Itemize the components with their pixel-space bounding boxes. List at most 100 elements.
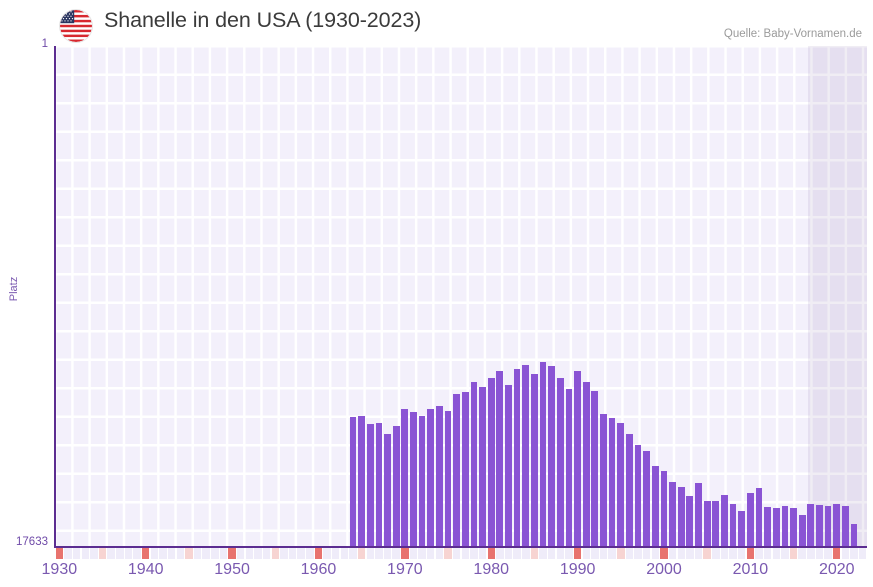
bar[interactable]	[764, 507, 771, 547]
bar[interactable]	[461, 392, 469, 547]
x-tick-year	[409, 548, 418, 559]
bar[interactable]	[513, 369, 521, 547]
x-tick-year	[159, 548, 167, 559]
bar[interactable]	[651, 466, 659, 547]
bar[interactable]	[660, 471, 668, 547]
x-axis-line	[54, 546, 867, 548]
bar[interactable]	[686, 496, 694, 547]
x-tick-year	[496, 548, 504, 559]
bar[interactable]	[781, 506, 789, 547]
bar[interactable]	[565, 389, 573, 547]
x-tick-year	[599, 548, 608, 559]
chart-header: Shanelle in den USA (1930-2023) Quelle: …	[0, 0, 873, 46]
bar[interactable]	[626, 434, 633, 547]
x-tick-year	[513, 548, 521, 559]
x-tick-year	[245, 548, 254, 559]
bar[interactable]	[841, 506, 849, 547]
x-tick-year	[720, 548, 729, 559]
x-tick-year	[763, 548, 772, 559]
bar[interactable]	[850, 524, 858, 547]
bar[interactable]	[669, 482, 676, 547]
bar[interactable]	[798, 515, 806, 547]
bar[interactable]	[790, 508, 797, 547]
bar[interactable]	[833, 504, 841, 547]
bar[interactable]	[729, 504, 737, 547]
bar[interactable]	[548, 366, 556, 547]
x-tick-year	[211, 548, 219, 559]
x-tick-decade	[487, 548, 495, 559]
y-axis-line	[54, 46, 56, 547]
bar[interactable]	[401, 409, 409, 547]
x-tick-decade	[141, 548, 150, 559]
bar[interactable]	[349, 417, 357, 547]
bar[interactable]	[487, 378, 495, 547]
x-tick-year	[651, 548, 660, 559]
x-tick-half-decade	[703, 548, 711, 559]
x-tick-year	[668, 548, 677, 559]
bar[interactable]	[470, 382, 478, 547]
bar[interactable]	[617, 423, 625, 547]
bar[interactable]	[427, 409, 435, 547]
bar[interactable]	[600, 414, 607, 547]
bar[interactable]	[634, 445, 642, 547]
bar[interactable]	[807, 504, 815, 547]
x-tick-year	[116, 548, 124, 559]
x-axis-tick-labels: 1930 1940 1950 1960 1970 1980 1990 2000 2010 2020	[0, 561, 873, 587]
bar[interactable]	[435, 406, 443, 547]
bar[interactable]	[582, 382, 590, 547]
x-tick-year	[349, 548, 357, 559]
usa-flag-icon	[60, 10, 92, 42]
x-tick-year	[625, 548, 634, 559]
x-tick-year	[288, 548, 297, 559]
bar[interactable]	[418, 416, 426, 547]
bar[interactable]	[695, 483, 702, 547]
bar[interactable]	[479, 387, 486, 547]
x-tick-decade	[401, 548, 409, 559]
bar[interactable]	[643, 451, 651, 547]
bar[interactable]	[712, 501, 720, 547]
bar[interactable]	[738, 511, 746, 547]
bar[interactable]	[410, 412, 417, 547]
bar[interactable]	[366, 424, 374, 547]
bar[interactable]	[496, 371, 504, 547]
x-tick-year	[90, 548, 98, 559]
x-tick-year	[755, 548, 763, 559]
x-tick-year	[254, 548, 262, 559]
bar[interactable]	[531, 374, 538, 547]
bar[interactable]	[539, 362, 547, 547]
bar[interactable]	[772, 508, 780, 547]
bar[interactable]	[591, 391, 599, 547]
bar[interactable]	[375, 423, 383, 547]
bar[interactable]	[358, 416, 365, 547]
bar[interactable]	[574, 371, 581, 547]
x-tick-year	[738, 548, 746, 559]
bar-series	[55, 46, 867, 547]
x-tick-year	[686, 548, 694, 559]
bar[interactable]	[384, 434, 391, 547]
bar[interactable]	[755, 488, 763, 547]
x-tick-year	[522, 548, 530, 559]
bar[interactable]	[556, 378, 564, 547]
bar[interactable]	[608, 418, 616, 547]
x-tick-year	[850, 548, 858, 559]
bar[interactable]	[444, 411, 452, 547]
x-tick-year	[729, 548, 737, 559]
bar[interactable]	[677, 487, 685, 547]
y-axis-title: Platz	[8, 276, 20, 302]
x-tick-year	[547, 548, 556, 559]
bar[interactable]	[816, 505, 823, 547]
x-tick-year	[392, 548, 400, 559]
bar[interactable]	[453, 394, 460, 547]
bar[interactable]	[824, 506, 832, 547]
bar[interactable]	[392, 426, 400, 547]
bar[interactable]	[746, 493, 754, 547]
chart-source-attribution: Quelle: Baby-Vornamen.de	[723, 28, 862, 40]
x-tick-year	[565, 548, 573, 559]
bar[interactable]	[721, 495, 728, 547]
bar[interactable]	[703, 501, 711, 547]
x-tick-year	[383, 548, 392, 559]
bar[interactable]	[505, 385, 512, 547]
x-tick-decade	[314, 548, 323, 559]
x-tick-label-1990: 1990	[559, 561, 596, 578]
bar[interactable]	[522, 365, 530, 547]
